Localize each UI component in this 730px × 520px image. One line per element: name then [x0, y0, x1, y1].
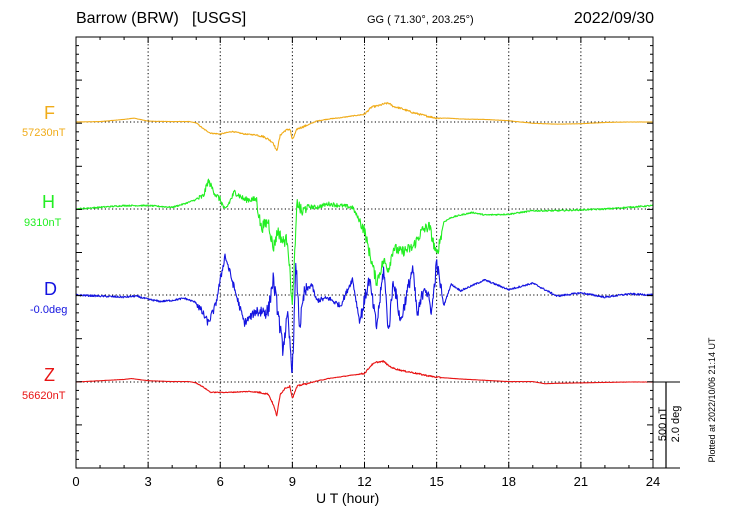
baselines	[76, 121, 653, 383]
x-tick-label: 24	[646, 474, 660, 489]
x-tick-label: 9	[289, 474, 296, 489]
x-tick-label: 0	[72, 474, 79, 489]
series-label-h: H	[42, 192, 55, 212]
grid-lines	[147, 37, 582, 468]
x-axis-label: U T (hour)	[316, 490, 380, 506]
series-label-z: Z	[44, 365, 55, 385]
plotted-timestamp: Plotted at 2022/10/06 21:14 UT	[707, 337, 717, 463]
trace-f	[75, 101, 654, 152]
geographic-coordinates: GG ( 71.30°, 203.25°)	[367, 14, 474, 26]
baseline-label-z: 56620nT	[22, 390, 66, 402]
x-tick-label: 3	[145, 474, 152, 489]
x-tick-label: 18	[502, 474, 516, 489]
series-label-d: D	[44, 279, 57, 299]
x-tick-labels: 0 3 6 9 12 15 18 21 24	[72, 474, 660, 489]
x-tick-label: 12	[357, 474, 371, 489]
baseline-label-f: 57230nT	[22, 127, 66, 139]
trace-z	[75, 360, 654, 417]
scale-bar-deg-label: 2.0 deg	[670, 405, 682, 443]
x-tick-label: 21	[574, 474, 588, 489]
x-tick-label: 6	[217, 474, 224, 489]
scale-bar-nt-label: 500 nT	[657, 406, 669, 442]
data-source: [USGS]	[192, 10, 247, 27]
baseline-label-h: 9310nT	[24, 217, 62, 229]
baseline-label-d: -0.0deg	[30, 304, 68, 316]
trace-h	[75, 178, 654, 305]
station-title: Barrow (BRW)	[76, 10, 179, 27]
plot-frame	[75, 36, 654, 469]
x-tick-label: 15	[429, 474, 443, 489]
scale-bar	[653, 381, 680, 469]
date-label: 2022/09/30	[573, 10, 654, 27]
trace-d	[75, 253, 654, 374]
axis-ticks	[75, 36, 654, 468]
series-label-f: F	[44, 103, 55, 123]
data-traces	[75, 101, 654, 417]
